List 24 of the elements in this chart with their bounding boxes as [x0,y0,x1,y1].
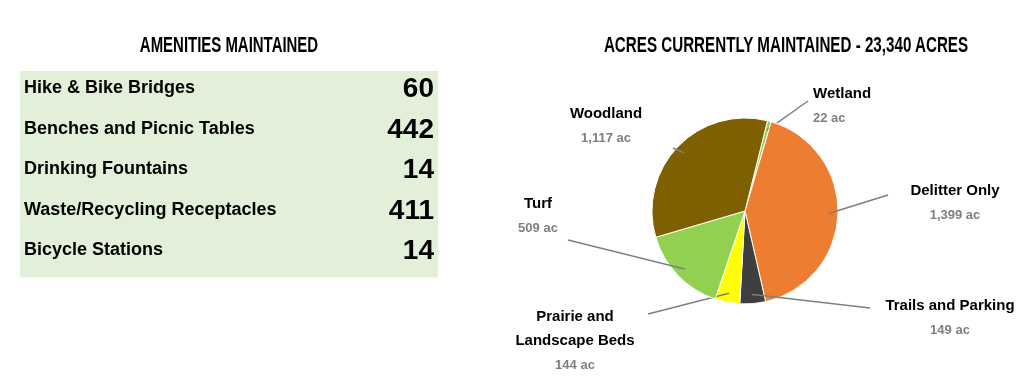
data-label: 22 ac [813,110,846,125]
slice-label: Turf [523,194,554,211]
category-label: Drinking Fountains [24,158,188,178]
data-label: 411 [388,193,434,225]
data-label: 149 ac [930,322,970,337]
data-label: 14 [402,153,435,184]
chart-title: ACRES CURRENTLY MAINTAINED - 23,340 ACRES [603,32,969,57]
slice-label: Wetland [813,84,872,101]
data-label: 1,399 ac [929,207,981,222]
slice-label: Prairie and Landscape Beds [515,307,635,348]
text: AMENITIES MAINTAINED [139,32,319,57]
category-label: Hike & Bike Bridges [24,77,196,97]
slice-label: Delitter Only [910,181,1001,198]
category-label: Waste/Recycling Receptacles [24,198,277,219]
data-label: 1,117 ac [581,130,631,145]
category-label: Bicycle Stations [24,239,164,259]
slice-label: Trails and Parking [885,296,1015,313]
category-label: Benches and Picnic Tables [24,117,255,138]
data-label: 509 ac [518,220,558,235]
data-label: 60 [402,72,434,103]
data-label: 442 [387,112,434,144]
slice-label: Woodland [569,104,643,121]
data-label: 14 [402,234,435,265]
data-label: 144 ac [555,357,595,372]
